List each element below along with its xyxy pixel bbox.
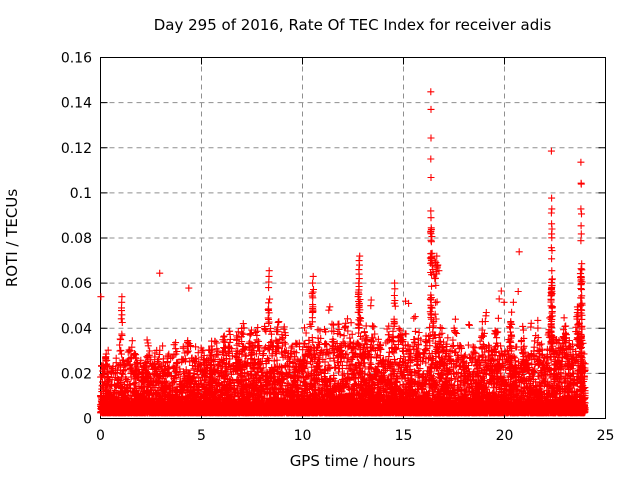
y-tick-label: 0 (83, 412, 92, 428)
x-tick-label: 25 (597, 428, 615, 444)
y-tick-label: 0.12 (61, 141, 92, 157)
x-tick-label: 0 (96, 428, 105, 444)
y-tick-label: 0.1 (70, 186, 92, 202)
y-tick-label: 0.04 (61, 321, 92, 337)
data-points (97, 88, 589, 417)
y-tick-label: 0.02 (61, 366, 92, 382)
x-tick-label: 5 (197, 428, 206, 444)
y-tick-label: 0.08 (61, 231, 92, 247)
y-tick-label: 0.16 (61, 51, 92, 67)
chart-title: Day 295 of 2016, Rate Of TEC Index for r… (154, 16, 552, 34)
roti-series-markers (97, 88, 589, 417)
tick-labels: 0 5 10 15 20 25 0 0.02 0.04 0.06 0.08 0.1 0.12 0.14 0.… (61, 51, 615, 445)
y-tick-label: 0.06 (61, 276, 92, 292)
x-axis-label: GPS time / hours (290, 452, 416, 470)
y-axis-label: ROTI / TECUs (3, 189, 21, 287)
x-tick-label: 20 (496, 428, 514, 444)
x-tick-label: 10 (294, 428, 312, 444)
y-tick-label: 0.14 (61, 96, 92, 112)
x-tick-label: 15 (395, 428, 413, 444)
